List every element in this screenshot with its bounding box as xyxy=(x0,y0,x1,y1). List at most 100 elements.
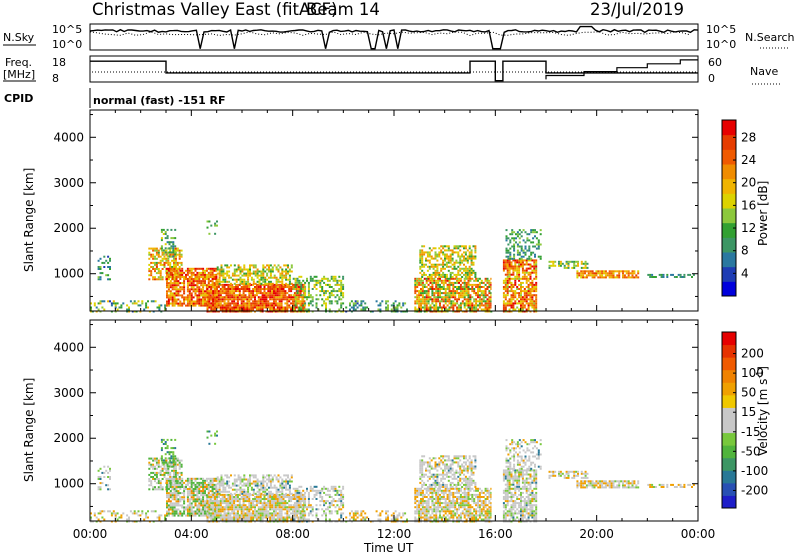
power-cell xyxy=(254,294,256,297)
power-cell xyxy=(236,298,239,301)
power-cell xyxy=(302,298,305,301)
velocity-cell xyxy=(167,496,170,499)
power-cell xyxy=(459,294,462,297)
power-cell xyxy=(653,276,655,278)
power-cell xyxy=(456,298,459,301)
power-cell xyxy=(204,278,206,280)
velocity-cell xyxy=(202,494,205,497)
power-cell xyxy=(573,264,576,267)
velocity-cell xyxy=(161,478,164,480)
power-cell xyxy=(523,292,526,295)
velocity-cell xyxy=(228,484,231,487)
power-cell xyxy=(214,300,217,303)
velocity-cell xyxy=(206,510,209,513)
power-cell xyxy=(164,237,167,240)
power-cell xyxy=(266,264,269,267)
power-cell xyxy=(172,255,175,258)
velocity-cell xyxy=(252,504,255,507)
power-cell xyxy=(524,245,527,248)
power-cell xyxy=(475,308,478,311)
power-cell xyxy=(426,253,429,256)
power-cell xyxy=(209,273,212,276)
power-cell xyxy=(454,277,457,280)
power-cell xyxy=(266,274,269,277)
power-cell xyxy=(516,302,519,305)
power-cell xyxy=(217,306,220,309)
power-cell xyxy=(263,288,266,290)
velocity-cell xyxy=(286,518,289,521)
velocity-cell xyxy=(171,469,174,472)
power-cell xyxy=(587,270,590,273)
power-cell xyxy=(224,276,227,279)
power-cell xyxy=(200,271,203,274)
velocity-cell xyxy=(200,502,203,505)
power-cell xyxy=(167,294,170,297)
velocity-cell xyxy=(274,512,277,515)
power-cell xyxy=(296,277,299,280)
velocity-cell xyxy=(200,504,203,507)
power-cell xyxy=(307,283,310,286)
power-cell xyxy=(518,288,521,290)
velocity-cell xyxy=(242,498,245,500)
velocity-cell xyxy=(202,506,205,509)
velocity-cell xyxy=(202,492,205,495)
power-cell xyxy=(194,304,197,307)
power-cell xyxy=(293,308,296,311)
power-cell xyxy=(654,276,657,278)
power-cell xyxy=(185,276,187,278)
velocity-cell xyxy=(240,496,243,498)
power-cell xyxy=(207,273,210,276)
power-cell xyxy=(157,253,160,256)
power-cell xyxy=(229,304,232,307)
power-cell xyxy=(255,308,258,311)
power-cell xyxy=(277,270,280,273)
power-cell xyxy=(452,283,455,286)
velocity-cell xyxy=(261,512,264,515)
power-cell xyxy=(325,283,327,286)
velocity-cell xyxy=(101,516,104,519)
power-cell xyxy=(504,277,507,280)
power-cell xyxy=(109,268,111,270)
power-cell xyxy=(567,266,570,269)
power-cell xyxy=(416,281,419,284)
velocity-cell xyxy=(280,496,283,498)
velocity-cell xyxy=(200,498,203,501)
velocity-cell xyxy=(299,512,302,515)
velocity-cell xyxy=(233,474,236,477)
power-plot-frame xyxy=(89,109,699,312)
velocity-cell xyxy=(252,480,255,483)
power-cell xyxy=(311,300,314,303)
power-cell xyxy=(433,277,436,280)
power-cell xyxy=(448,302,451,305)
power-cell xyxy=(154,300,157,303)
power-cell xyxy=(236,302,239,305)
velocity-cell xyxy=(255,493,258,496)
power-cell xyxy=(506,283,509,286)
velocity-cell xyxy=(205,477,208,480)
power-cell xyxy=(172,245,175,248)
power-cell xyxy=(469,298,472,301)
power-cell xyxy=(256,272,259,275)
power-cell xyxy=(298,306,301,309)
power-cell xyxy=(269,294,272,297)
power-cell xyxy=(575,264,578,267)
power-cell xyxy=(210,306,213,309)
velocity-cell xyxy=(214,502,217,505)
power-cell xyxy=(618,274,621,277)
power-cell xyxy=(340,304,343,307)
power-cell xyxy=(471,306,474,309)
power-cell xyxy=(255,306,258,309)
power-cell xyxy=(523,263,526,266)
power-cell xyxy=(445,276,448,278)
power-cell xyxy=(97,302,100,305)
velocity-cell xyxy=(190,483,193,486)
velocity-cell xyxy=(271,514,274,517)
power-cell xyxy=(508,271,511,274)
power-cell xyxy=(269,290,272,293)
power-cell xyxy=(152,278,155,281)
velocity-cell xyxy=(258,490,261,493)
power-cell xyxy=(434,251,437,254)
power-cell xyxy=(186,304,189,307)
velocity-cell xyxy=(161,488,164,491)
power-cell xyxy=(259,283,262,286)
